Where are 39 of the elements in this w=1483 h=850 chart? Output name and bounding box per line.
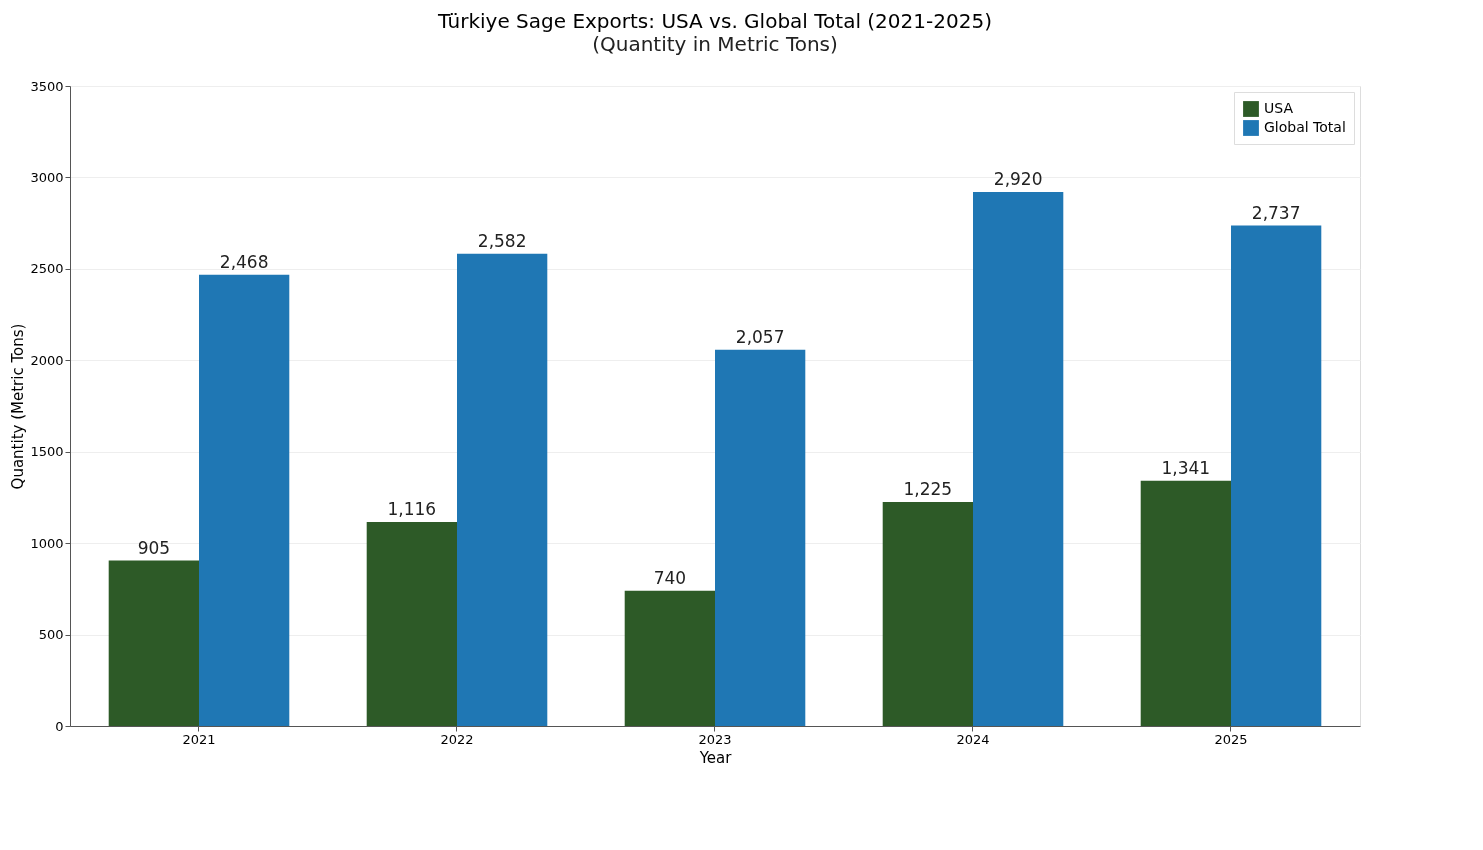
x-tick-label: 2024 [956,731,990,747]
chart-title: Türkiye Sage Exports: USA vs. Global Total (2021-2025) [437,9,992,33]
bar [199,274,290,726]
y-tick-label: 1500 [30,444,64,460]
x-tick-label: 2021 [182,731,216,747]
y-tick-label: 3000 [30,169,64,185]
data-label: 2,468 [219,251,269,272]
x-axis-title: Year [698,748,733,767]
bar [1140,480,1231,726]
x-tick-label: 2022 [440,731,474,747]
bar [624,590,715,726]
bar [715,349,806,726]
data-label: 2,920 [993,169,1043,190]
data-label: 2,737 [1251,202,1301,223]
bar [1231,225,1322,726]
legend-label: USA [1264,100,1294,116]
data-label: 1,116 [387,498,437,519]
y-tick-label: 1000 [30,535,64,551]
y-axis-title: Quantity (Metric Tons) [9,323,28,490]
bar [457,253,548,726]
bar [882,502,973,726]
y-tick-label: 0 [55,718,64,734]
legend-label: Global Total [1264,119,1346,135]
bar [973,192,1064,726]
chart-subtitle: (Quantity in Metric Tons) [592,32,838,56]
data-label: 1,341 [1161,457,1211,478]
data-label: 905 [137,537,171,558]
y-tick-label: 500 [38,627,64,643]
x-tick-label: 2025 [1214,731,1248,747]
y-tick-label: 2500 [30,261,64,277]
data-label: 2,582 [477,230,527,251]
bar [366,521,457,726]
bar [108,560,199,726]
x-tick-label: 2023 [698,731,732,747]
data-label: 740 [653,567,687,588]
data-label: 2,057 [735,326,785,347]
data-label: 1,225 [903,479,953,499]
y-tick-label: 3500 [30,78,64,94]
y-tick-label: 2000 [30,352,64,368]
